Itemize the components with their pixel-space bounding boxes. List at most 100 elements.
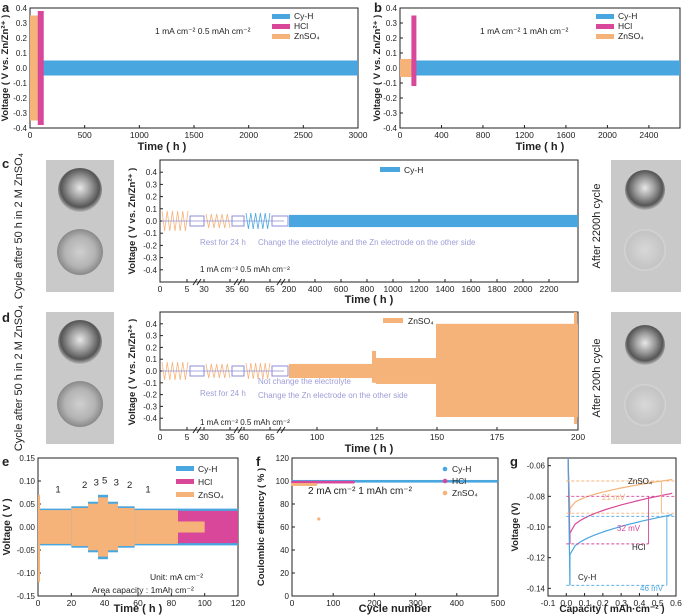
panel-letter-a: a xyxy=(2,0,10,15)
series-znso4-band xyxy=(400,59,412,77)
x-tick-label: 2000 xyxy=(239,130,258,140)
y-tick-label: -0.1 xyxy=(143,229,157,238)
axis-break xyxy=(276,426,282,434)
rate-label: 2 xyxy=(82,480,87,491)
y-axis-label-c: Voltage ( V vs. Zn/Zn²⁺ ) xyxy=(127,168,138,275)
legend-e: Cy-H HCl ZnSO₄ xyxy=(176,464,224,500)
data-series-f xyxy=(291,479,499,521)
y-tick-label: 20 xyxy=(280,569,289,578)
y-tick-label: -0.4 xyxy=(13,124,27,133)
series-cyh-band xyxy=(289,214,578,228)
rate-label: 3 xyxy=(114,478,119,489)
series-znso4-spike xyxy=(38,494,40,583)
y-tick-label: -0.1 xyxy=(383,79,397,88)
condition-label-d: 1 mA cm⁻² 0.5 mAh cm⁻² xyxy=(200,418,290,427)
y-ticks-e: -0.15 -0.10 -0.05 0.00 0.05 0.10 0.15 xyxy=(17,454,41,601)
series-znso4-band xyxy=(108,503,118,551)
point-znso4 xyxy=(314,483,318,486)
axis-break xyxy=(237,278,243,286)
y-axis-label-d: Voltage ( V vs. Zn/Zn²⁺ ) xyxy=(127,319,138,426)
rate-label: 5 xyxy=(102,475,107,486)
x-tick-label: 35 xyxy=(225,432,235,442)
series-znso4-band xyxy=(436,323,578,416)
y-tick-label: -0.08 xyxy=(527,492,546,501)
y-tick-label: 0.3 xyxy=(16,19,28,28)
series-cyh-curve xyxy=(567,457,673,586)
y-tick-label: -0.10 xyxy=(527,523,546,532)
y-tick-label: 120 xyxy=(276,454,290,463)
y-tick-label: 0.2 xyxy=(386,34,398,43)
legend-label-cyh-e: Cy-H xyxy=(198,464,217,474)
legend-label-znso4-e: ZnSO₄ xyxy=(198,490,224,500)
x-tick-label: 0.5 xyxy=(652,598,664,608)
panel-letter-d: d xyxy=(2,310,10,325)
series-hcl-spike xyxy=(411,15,417,86)
legend-label-cyh-a: Cy-H xyxy=(294,11,313,21)
x-tick-label: 1600 xyxy=(462,284,481,294)
x-tick-label: 1000 xyxy=(384,284,403,294)
data-series-a xyxy=(30,11,358,125)
zn-disc-photo xyxy=(624,229,666,271)
x-ticks-g: -0.1 0.0 0.1 0.2 0.3 0.4 0.5 0.6 xyxy=(541,593,682,608)
panel-letter-c: c xyxy=(2,156,9,171)
x-tick-label: 60 xyxy=(239,284,249,294)
y-axis-label-f: Coulombic efficiency ( % ) xyxy=(256,468,267,586)
x-tick-label: 1400 xyxy=(436,284,455,294)
series-znso4-band xyxy=(134,510,178,544)
x-tick-label: 2000 xyxy=(598,130,617,140)
x-tick-label: 2200 xyxy=(540,284,559,294)
legend-label-cyh-f: Cy-H xyxy=(452,464,471,474)
x-tick-label: 3000 xyxy=(349,130,368,140)
y-tick-label: -0.3 xyxy=(143,254,157,263)
legend-a: Cy-H HCl ZnSO₄ xyxy=(272,11,320,41)
x-tick-label: 120 xyxy=(231,598,245,608)
x-tick-label: 5 xyxy=(185,284,190,294)
legend-swatch-hcl-a xyxy=(272,24,290,29)
y-tick-label: 0.00 xyxy=(19,523,35,532)
series-znso4-band xyxy=(30,15,39,121)
legend-label-hcl-e: HCl xyxy=(198,477,212,487)
y-ticks-f: 0 20 40 60 80 100 120 xyxy=(276,454,295,601)
legend-label-hcl-b: HCl xyxy=(618,21,632,31)
zn-disc-photo xyxy=(57,381,103,427)
data-series-g xyxy=(566,457,676,586)
series-label-hcl-g: HCl xyxy=(632,543,646,552)
y-tick-label: 0.0 xyxy=(386,64,398,73)
x-tick-label: 0.0 xyxy=(560,598,572,608)
zn-disc-photo xyxy=(57,229,103,275)
x-tick-label: 400 xyxy=(450,598,464,608)
x-tick-label: 0.4 xyxy=(634,598,646,608)
annotation-change-zn-d: Change the Zn electrode on the other sid… xyxy=(258,391,408,400)
axis-break xyxy=(196,278,202,286)
series-label-znso4-g: ZnSO₄ xyxy=(628,477,652,486)
series-znso4-band xyxy=(71,507,88,547)
axis-break xyxy=(233,426,239,434)
x-tick-label: 100 xyxy=(326,598,340,608)
y-tick-label: -0.15 xyxy=(17,592,36,601)
zn-disc-photo xyxy=(58,168,102,212)
y-ticks-a: -0.4 -0.3 -0.2 -0.1 0.0 0.1 0.2 0.3 0.4 xyxy=(13,4,33,133)
data-series-d xyxy=(161,312,578,434)
x-tick-label: 5 xyxy=(185,432,190,442)
panel-letter-b: b xyxy=(374,0,382,15)
x-ticks-b: 0 400 800 1200 1600 2000 2400 xyxy=(398,125,659,140)
x-tick-label: 0.2 xyxy=(597,598,609,608)
y-tick-label: 0.0 xyxy=(16,64,28,73)
x-axis-label-e: Time ( h ) xyxy=(114,603,163,615)
y-tick-label: -0.2 xyxy=(13,94,27,103)
zn-disc-photo xyxy=(58,320,102,364)
x-tick-label: 1500 xyxy=(185,130,204,140)
axis-break xyxy=(233,278,239,286)
point-hcl xyxy=(351,480,355,484)
overpotential-label-hcl: 32 mV xyxy=(617,524,641,533)
legend-label-znso4-b: ZnSO₄ xyxy=(618,31,644,41)
legend-label-hcl-f: HCl xyxy=(452,476,466,486)
series-znso4-spike xyxy=(574,312,577,425)
y-tick-label: -0.06 xyxy=(527,462,546,471)
x-tick-label: 0.6 xyxy=(670,598,682,608)
x-tick-label: 60 xyxy=(133,598,143,608)
y-tick-label: -0.2 xyxy=(143,391,157,400)
series-znso4-band xyxy=(38,510,72,544)
x-tick-label: 0 xyxy=(158,284,163,294)
y-tick-label: -0.4 xyxy=(143,414,157,423)
